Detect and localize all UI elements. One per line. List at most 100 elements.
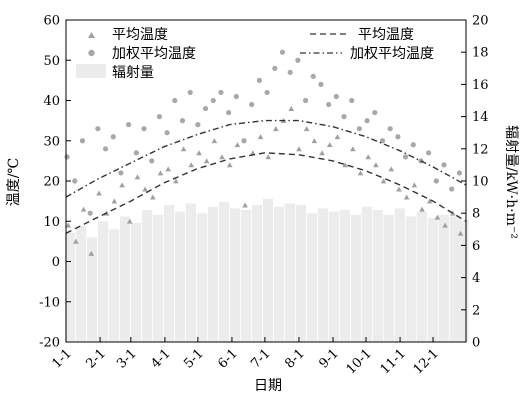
- radiation-bar: [328, 211, 339, 342]
- avg-temp-point: [219, 154, 225, 160]
- left-y-tick-label: 20: [43, 175, 60, 190]
- radiation-bar: [240, 209, 252, 342]
- left-y-tick-label: 50: [43, 54, 60, 69]
- avg-temp-point: [142, 186, 148, 192]
- right-y-axis-title: 辐射量/kW·h·m⁻²: [503, 125, 519, 239]
- avg-temp-point: [426, 198, 433, 204]
- weighted-temp-point: [356, 126, 363, 132]
- avg-temp-point: [196, 150, 202, 156]
- avg-temp-point: [350, 146, 356, 152]
- weighted-temp-point: [87, 210, 93, 216]
- weighted-temp-point: [387, 126, 393, 132]
- legend-label: 平均温度: [112, 27, 168, 43]
- weighted-temp-point: [141, 126, 147, 132]
- left-y-tick-label: 40: [43, 94, 60, 109]
- radiation-bars: [64, 198, 469, 342]
- weighted-temp-point: [202, 105, 209, 112]
- avg-temp-point: [211, 138, 218, 144]
- avg-temp-point: [180, 146, 187, 152]
- x-tick-label: 12-1: [411, 346, 442, 377]
- weighted-temp-trend-line: [65, 119, 467, 198]
- weighted-temp-point: [349, 97, 355, 104]
- radiation-bar: [64, 232, 76, 342]
- radiation-bar: [141, 209, 153, 342]
- avg-temp-point: [134, 174, 141, 180]
- x-tick-label: 7-1: [248, 346, 273, 371]
- avg-temp-point: [126, 218, 133, 224]
- avg-temp-point: [111, 198, 118, 204]
- weighted-temp-point: [256, 77, 263, 83]
- legend-circle-marker: [88, 49, 95, 57]
- avg-temp-point: [173, 178, 179, 184]
- weighted-temp-point: [395, 134, 401, 140]
- radiation-bar: [229, 208, 241, 342]
- left-y-tick-label: -10: [39, 295, 60, 310]
- weighted-temp-point: [95, 126, 101, 132]
- x-tick-label: 8-1: [282, 346, 307, 371]
- legend-item-avg-temp-points: 平均温度: [88, 27, 168, 43]
- avg-temp-point: [165, 166, 171, 172]
- weighted-temp-point: [64, 154, 70, 160]
- radiation-bar: [295, 205, 307, 342]
- left-y-tick-label: 30: [43, 134, 60, 149]
- weighted-temp-point: [272, 65, 278, 71]
- left-y-tick-label: -20: [39, 336, 60, 351]
- radiation-bar: [317, 208, 329, 342]
- x-tick-label: 3-1: [114, 346, 139, 371]
- avg-temp-point: [273, 126, 279, 132]
- right-y-axis: 0 2 4 6 8 10 12 14 16 18 20: [461, 14, 489, 351]
- radiation-bar: [306, 213, 318, 342]
- avg-temp-point: [65, 222, 71, 228]
- weighted-temp-point: [302, 97, 309, 104]
- weighted-temp-point: [226, 109, 232, 116]
- radiation-bar: [458, 219, 469, 342]
- radiation-bar: [416, 211, 427, 342]
- weighted-temp-point: [241, 138, 247, 144]
- weighted-temp-point: [264, 89, 270, 96]
- legend-label: 加权平均温度: [350, 46, 434, 62]
- weighted-temp-point: [426, 150, 432, 156]
- radiation-bar: [119, 216, 131, 342]
- avg-temp-point: [396, 186, 402, 192]
- x-tick-label: 2-1: [83, 346, 108, 371]
- radiation-bar: [196, 213, 208, 342]
- avg-temp-point: [150, 194, 156, 200]
- weighted-temp-point: [372, 109, 378, 116]
- weighted-temp-point: [333, 93, 339, 100]
- weighted-temp-point: [233, 93, 239, 100]
- left-y-tick-label: 0: [52, 255, 60, 270]
- x-tick-label: 9-1: [316, 346, 341, 371]
- weighted-temp-point: [149, 158, 155, 164]
- avg-temp-point: [319, 150, 325, 156]
- avg-temp-point: [226, 162, 233, 168]
- weighted-temp-point: [341, 114, 347, 120]
- avg-temp-point: [434, 214, 441, 220]
- avg-temp-point: [334, 134, 341, 140]
- radiation-bar: [262, 198, 274, 342]
- weighted-temp-point: [210, 97, 216, 104]
- avg-temp-point: [303, 126, 310, 132]
- legend-label: 平均温度: [358, 27, 414, 43]
- weighted-temp-point: [249, 101, 255, 108]
- right-y-tick-label: 4: [472, 271, 480, 286]
- radiation-bar: [163, 205, 175, 342]
- left-y-axis-title: 温度/℃: [6, 158, 22, 206]
- radiation-bar: [394, 208, 405, 342]
- weighted-temp-point: [456, 170, 463, 176]
- radiation-bar: [218, 201, 230, 342]
- weighted-temp-point: [218, 89, 224, 96]
- weighted-temp-point: [172, 97, 178, 104]
- radiation-bar: [405, 216, 416, 342]
- avg-temp-point: [242, 202, 248, 208]
- weighted-temp-point: [402, 154, 409, 160]
- legend-item-avg-temp-line: 平均温度: [310, 27, 414, 43]
- legend-label: 加权平均温度: [112, 46, 196, 62]
- right-y-tick-label: 10: [472, 175, 489, 190]
- legend: 平均温度 加权平均温度 辐射量 平均温度 加权平均温度: [76, 27, 434, 81]
- weighted-temp-point: [318, 81, 324, 87]
- weighted-temp-point: [118, 170, 124, 176]
- weighted-temp-point: [279, 49, 286, 55]
- avg-temp-point: [73, 238, 79, 244]
- radiation-bar: [284, 203, 296, 342]
